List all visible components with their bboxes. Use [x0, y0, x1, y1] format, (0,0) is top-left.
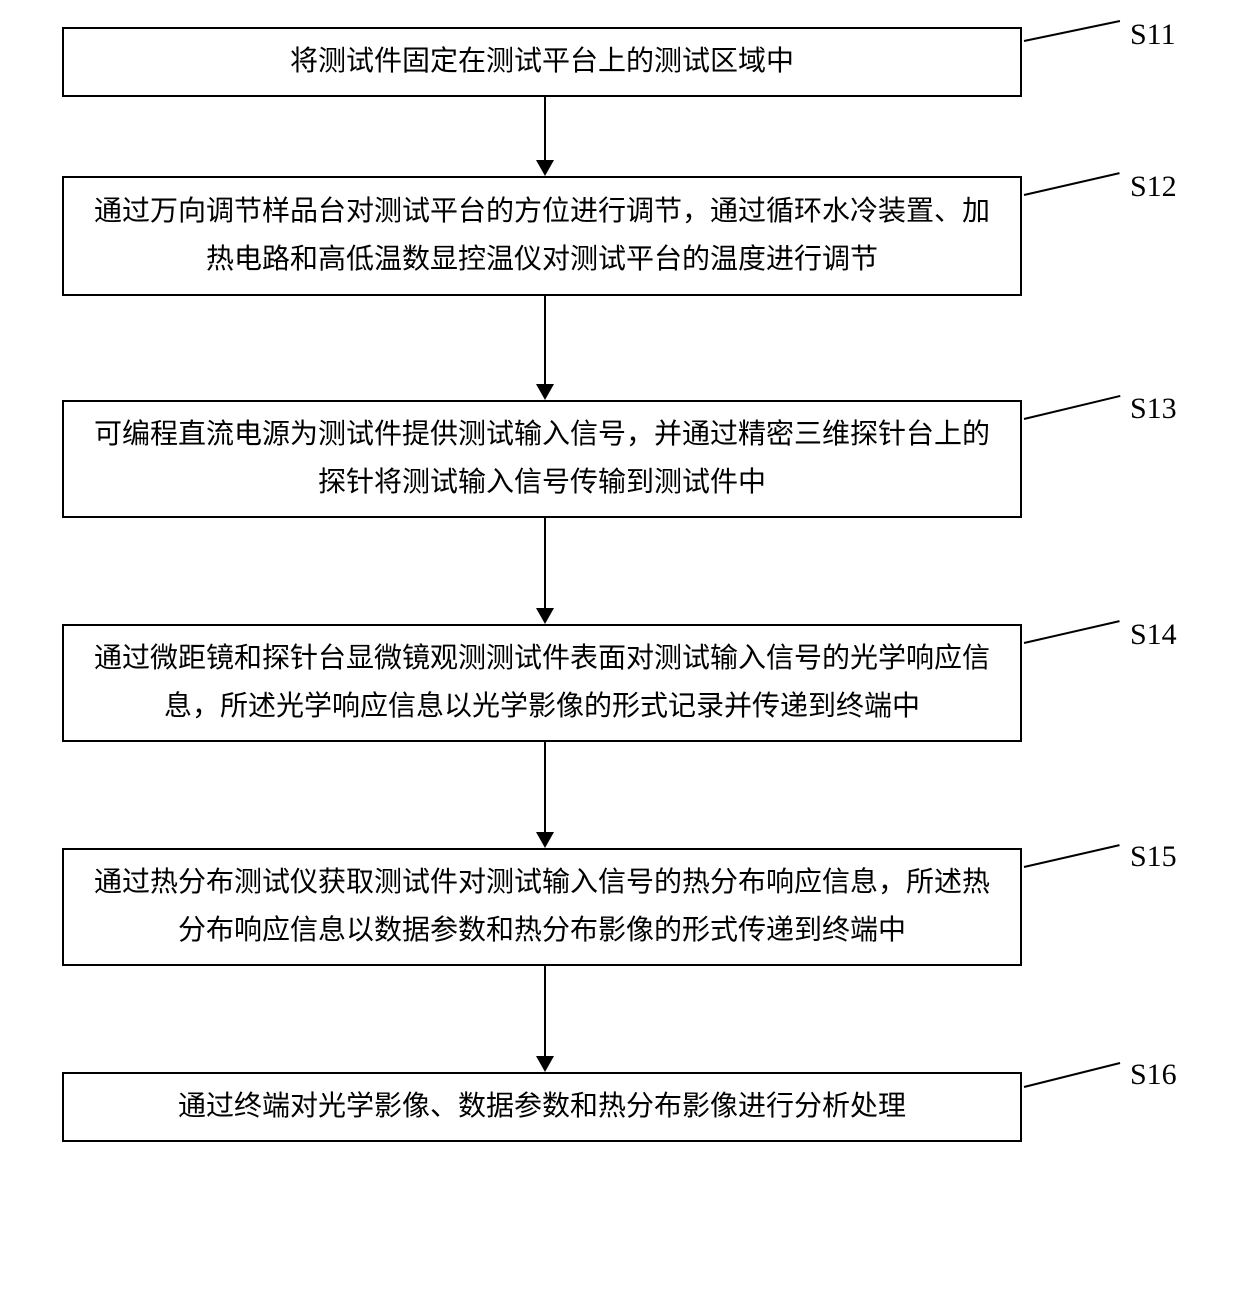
flow-step-text: 将测试件固定在测试平台上的测试区域中	[290, 38, 794, 86]
flow-step-text: 通过万向调节样品台对测试平台的方位进行调节，通过循环水冷装置、加热电路和高低温数…	[94, 188, 990, 283]
flow-step-label: S16	[1130, 1058, 1177, 1092]
leader-line	[1024, 20, 1120, 42]
flowchart-canvas: 将测试件固定在测试平台上的测试区域中 S11 通过万向调节样品台对测试平台的方位进行…	[0, 0, 1240, 1301]
arrow-down-icon	[536, 160, 554, 176]
flow-step-box: 可编程直流电源为测试件提供测试输入信号，并通过精密三维探针台上的探针将测试输入信…	[62, 400, 1022, 518]
flow-step-text: 通过终端对光学影像、数据参数和热分布影像进行分析处理	[178, 1083, 906, 1131]
arrow-down-icon	[536, 1056, 554, 1072]
flow-step-label: S15	[1130, 840, 1177, 874]
flow-step-text: 通过热分布测试仪获取测试件对测试输入信号的热分布响应信息，所述热分布响应信息以数…	[94, 859, 990, 954]
connector-line	[544, 966, 546, 1056]
leader-line	[1024, 172, 1120, 196]
leader-line	[1024, 620, 1120, 644]
connector-line	[544, 97, 546, 160]
flow-step-box: 通过终端对光学影像、数据参数和热分布影像进行分析处理	[62, 1072, 1022, 1142]
leader-line	[1024, 844, 1120, 868]
connector-line	[544, 518, 546, 608]
flow-step-box: 通过热分布测试仪获取测试件对测试输入信号的热分布响应信息，所述热分布响应信息以数…	[62, 848, 1022, 966]
flow-step-text: 通过微距镜和探针台显微镜观测测试件表面对测试输入信号的光学响应信息，所述光学响应…	[94, 635, 990, 730]
arrow-down-icon	[536, 384, 554, 400]
flow-step-label: S13	[1130, 392, 1177, 426]
flow-step-box: 通过微距镜和探针台显微镜观测测试件表面对测试输入信号的光学响应信息，所述光学响应…	[62, 624, 1022, 742]
connector-line	[544, 742, 546, 832]
arrow-down-icon	[536, 608, 554, 624]
flow-step-label: S11	[1130, 18, 1176, 52]
leader-line	[1024, 1062, 1120, 1088]
flow-step-box: 将测试件固定在测试平台上的测试区域中	[62, 27, 1022, 97]
flow-step-label: S12	[1130, 170, 1177, 204]
arrow-down-icon	[536, 832, 554, 848]
flow-step-label: S14	[1130, 618, 1177, 652]
connector-line	[544, 296, 546, 384]
leader-line	[1024, 395, 1120, 420]
flow-step-box: 通过万向调节样品台对测试平台的方位进行调节，通过循环水冷装置、加热电路和高低温数…	[62, 176, 1022, 296]
flow-step-text: 可编程直流电源为测试件提供测试输入信号，并通过精密三维探针台上的探针将测试输入信…	[94, 411, 990, 506]
